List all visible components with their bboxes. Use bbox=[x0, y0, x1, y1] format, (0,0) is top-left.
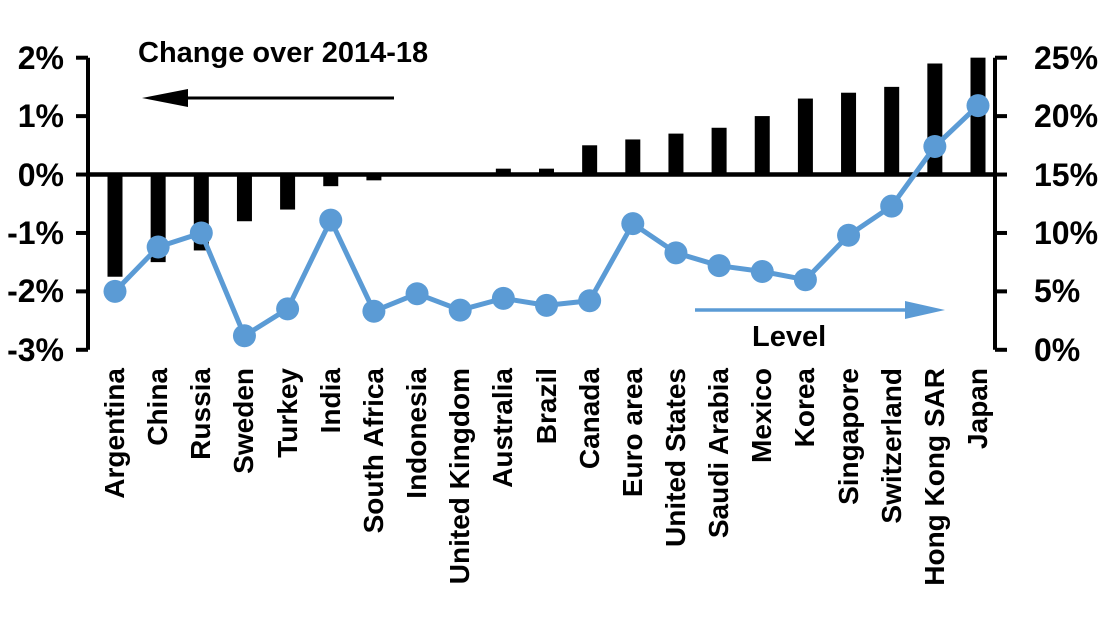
bar-17 bbox=[841, 92, 857, 175]
bar-13 bbox=[668, 133, 684, 175]
line-marker-0 bbox=[103, 279, 127, 303]
level-arrow-icon bbox=[905, 301, 945, 319]
bar-4 bbox=[280, 174, 296, 210]
y-axis-right-tick-label: 5% bbox=[1034, 273, 1081, 310]
left-series-label: Change over 2014-18 bbox=[138, 37, 429, 69]
x-axis-label-argentina: Argentina bbox=[99, 368, 130, 499]
bar-11 bbox=[582, 145, 598, 175]
line-marker-5 bbox=[319, 208, 343, 232]
y-axis-left-tick-label: -2% bbox=[7, 273, 64, 310]
line-marker-10 bbox=[535, 293, 558, 317]
line-marker-9 bbox=[491, 286, 515, 310]
x-axis-label-japan: Japan bbox=[962, 368, 993, 449]
line-marker-3 bbox=[232, 324, 256, 348]
line-marker-11 bbox=[578, 289, 602, 313]
bar-3 bbox=[236, 174, 252, 222]
bar-12 bbox=[625, 139, 641, 175]
x-axis-label-india: India bbox=[314, 368, 346, 434]
x-axis-label-australia: Australia bbox=[487, 368, 519, 488]
x-axis-label-brazil: Brazil bbox=[530, 368, 562, 445]
x-axis-label-singapore: Singapore bbox=[832, 368, 864, 505]
line-marker-15 bbox=[750, 260, 774, 284]
x-axis-label-switzerland: Switzerland bbox=[875, 368, 907, 524]
line-marker-8 bbox=[448, 298, 472, 322]
y-axis-right-tick-label: 10% bbox=[1034, 214, 1099, 251]
y-axis-left-tick-label: 2% bbox=[17, 39, 64, 76]
x-axis-label-saudi-arabia: Saudi Arabia bbox=[703, 368, 735, 539]
line-marker-2 bbox=[189, 221, 213, 245]
y-axis-right-tick-label: 0% bbox=[1034, 331, 1081, 368]
bar-6 bbox=[366, 174, 382, 181]
x-axis-label-indonesia: Indonesia bbox=[401, 368, 433, 499]
bar-0 bbox=[107, 174, 123, 277]
line-marker-7 bbox=[405, 282, 429, 306]
line-marker-17 bbox=[837, 223, 861, 247]
y-axis-left-tick-label: 0% bbox=[17, 156, 64, 193]
line-marker-14 bbox=[707, 254, 731, 278]
line-marker-13 bbox=[664, 241, 688, 265]
x-axis-label-euro-area: Euro area bbox=[616, 368, 648, 498]
bar-9 bbox=[495, 168, 511, 175]
x-axis-label-canada: Canada bbox=[573, 368, 605, 470]
bar-16 bbox=[797, 98, 813, 175]
y-axis-left-tick-label: 1% bbox=[17, 98, 64, 135]
bar-10 bbox=[539, 168, 554, 175]
x-axis-label-korea: Korea bbox=[789, 368, 821, 448]
line-marker-19 bbox=[923, 134, 947, 158]
x-axis-label-united-states: United States bbox=[659, 368, 691, 547]
x-axis-label-russia: Russia bbox=[185, 368, 217, 460]
line-marker-1 bbox=[146, 235, 170, 259]
y-axis-right-tick-label: 25% bbox=[1034, 39, 1099, 76]
line-marker-12 bbox=[621, 212, 645, 236]
y-axis-right-tick-label: 20% bbox=[1034, 98, 1099, 135]
change-arrow-icon bbox=[142, 89, 188, 107]
bar-15 bbox=[754, 116, 770, 175]
bar-18 bbox=[884, 86, 900, 175]
line-marker-4 bbox=[276, 297, 300, 321]
line-marker-20 bbox=[966, 94, 990, 118]
y-axis-left-tick-label: -3% bbox=[7, 331, 64, 368]
x-axis-label-sweden: Sweden bbox=[228, 368, 260, 474]
y-axis-left-tick-label: -1% bbox=[7, 214, 64, 251]
right-series-label: Level bbox=[752, 321, 827, 353]
bar-5 bbox=[323, 174, 339, 187]
x-axis-label-hong-kong-sar: Hong Kong SAR bbox=[918, 368, 950, 586]
x-axis-label-mexico: Mexico bbox=[746, 368, 778, 463]
line-marker-16 bbox=[793, 268, 817, 292]
bar-14 bbox=[711, 127, 727, 175]
x-axis-label-south-africa: South Africa bbox=[357, 368, 389, 534]
x-axis-label-china: China bbox=[142, 368, 174, 446]
y-axis-right-tick-label: 15% bbox=[1034, 156, 1099, 193]
line-marker-6 bbox=[362, 299, 386, 323]
line-marker-18 bbox=[880, 194, 904, 218]
x-axis-label-united-kingdom: United Kingdom bbox=[444, 368, 476, 585]
x-axis-label-turkey: Turkey bbox=[271, 368, 303, 458]
